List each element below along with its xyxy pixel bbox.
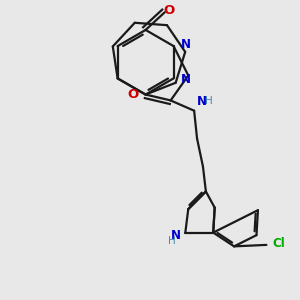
Text: H: H: [205, 96, 213, 106]
Text: N: N: [171, 229, 181, 242]
Text: O: O: [127, 88, 138, 101]
Text: Cl: Cl: [272, 237, 285, 250]
Text: N: N: [197, 95, 207, 108]
Text: N: N: [181, 74, 191, 86]
Text: O: O: [164, 4, 175, 17]
Text: H: H: [168, 236, 176, 246]
Text: N: N: [181, 38, 191, 51]
